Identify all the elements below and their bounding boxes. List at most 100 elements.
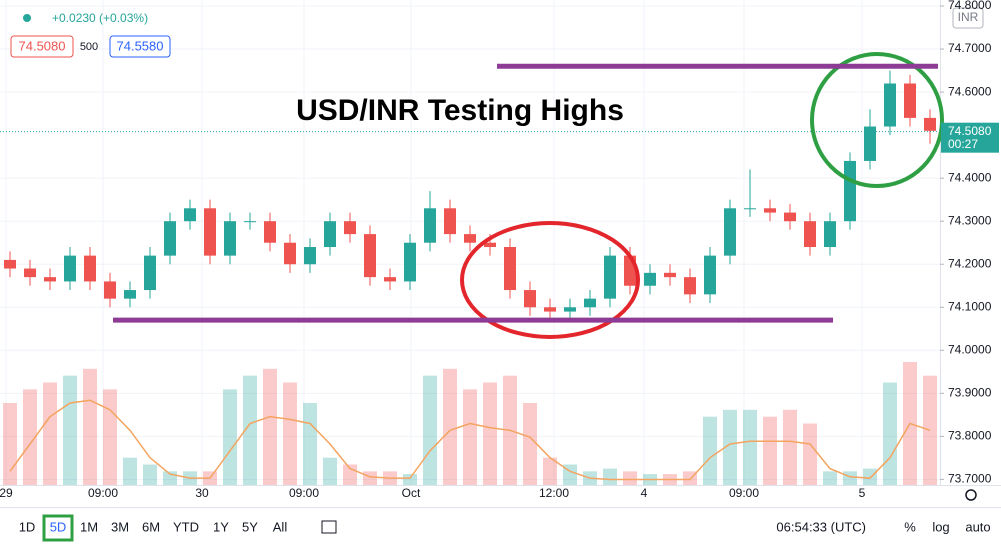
volume-bar [103,389,117,485]
candle-body [744,208,756,210]
candle-body [204,208,216,256]
calendar-icon[interactable] [321,520,337,534]
candle-body [564,307,576,312]
y-tick-label: 74.2000 [948,256,992,270]
candle-body [524,290,536,308]
volume-layer [0,0,940,485]
volume-bar [883,382,897,485]
volume-bar [263,368,277,485]
candle-body [504,247,516,291]
x-tick-label: 09:00 [289,486,319,500]
x-tick-label: Oct [402,486,421,500]
green-circle [810,52,944,188]
ask-box[interactable] [109,35,171,58]
candle-body [804,221,816,248]
volume-bar [463,389,477,485]
candle-body [444,208,456,235]
candle-body [844,160,856,222]
volume-bar [443,368,457,485]
red-circle [460,221,640,339]
candle-body [264,221,276,243]
volume-bar [523,403,537,485]
candle-body [644,272,656,286]
y-tick-label: 74.7000 [948,41,992,55]
range-button[interactable]: 5D [50,519,67,534]
settings-icon[interactable] [965,489,977,501]
candle-body [284,242,296,265]
bid: 74.5080 [19,38,66,53]
y-tick-label: 73.8000 [948,429,992,443]
x-tick-label: 30 [195,486,209,500]
volume-bar [283,382,297,485]
volume-bar [483,382,497,485]
candle-body [484,242,496,248]
candle-body [124,290,136,299]
candle-body [604,255,616,299]
candle-body [704,255,716,295]
candle-body [84,255,96,282]
volume-bar [23,389,37,485]
scale-option[interactable]: % [904,519,916,534]
candle-body [44,277,56,282]
status-dot [23,14,31,22]
x-tick-label: 12:00 [539,486,569,500]
volume-bar [823,471,837,485]
currency: INR [958,10,979,24]
countdown: 00:27 [948,137,978,151]
range-button[interactable]: 6M [142,519,160,534]
volume-bar [703,416,717,485]
range-button[interactable]: 1D [19,519,36,534]
y-tick-label: 74.6000 [948,84,992,98]
range-button[interactable]: 1Y [213,519,229,534]
candle-body [784,212,796,222]
range-button[interactable]: YTD [173,519,199,534]
change: +0.0230 (+0.03%) [52,11,148,25]
range-button[interactable]: 3M [111,519,129,534]
volume-bar [43,382,57,485]
scale-option[interactable]: auto [965,519,990,534]
candle-body [544,307,556,312]
range-button[interactable]: 1M [80,519,98,534]
candle-body [324,221,336,248]
y-tick-label: 74.8000 [948,0,992,12]
candle-body [764,208,776,213]
range-button[interactable]: 5Y [242,519,258,534]
currency-box[interactable] [952,7,984,29]
x-tick-label: 09:00 [88,486,118,500]
volume-bar [623,471,637,485]
volume-ma [9,399,931,481]
candle-body [584,298,596,308]
y-tick-label: 74.1000 [948,299,992,313]
candle-body [824,221,836,248]
candle-body [24,268,36,278]
bid-box[interactable] [10,35,74,58]
candle-body [864,126,876,161]
annotation-title: USD/INR Testing Highs [296,94,624,127]
volume-bar [3,403,17,485]
candle-body [404,242,416,282]
y-tick-label: 73.9000 [948,386,992,400]
candle-body [144,255,156,291]
candle-body [184,208,196,222]
candle-body [884,83,896,127]
volume-bar [323,457,337,485]
candle-body [424,208,436,243]
volume-bar [763,416,777,485]
volume-bar [143,464,157,485]
volume-bar [403,474,417,485]
range-button[interactable]: All [273,519,288,534]
candle-body [4,259,16,269]
volume-bar [363,471,377,485]
candle-body [464,234,476,243]
volume-bar [783,409,797,485]
candle-body [304,247,316,265]
volume-bar [423,375,437,485]
scale-option[interactable]: log [932,519,949,534]
volume-bar [123,457,137,485]
x-tick-label: 29 [0,486,13,500]
volume-bar [843,471,857,485]
volume-bar [223,389,237,485]
volume-bar [543,457,557,485]
clock: 06:54:33 (UTC) [776,519,866,534]
